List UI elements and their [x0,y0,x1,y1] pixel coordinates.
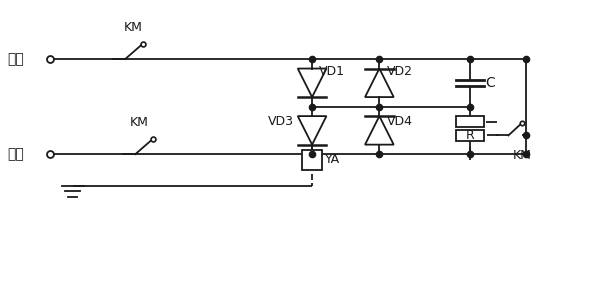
Text: KM: KM [124,21,143,34]
Text: VD1: VD1 [319,65,345,78]
Text: VD4: VD4 [386,115,413,128]
Bar [456,130,484,141]
Text: C: C [486,76,495,90]
Bar [456,116,484,127]
Text: R: R [466,115,475,128]
Text: R: R [466,129,475,142]
Bar [302,150,322,170]
Text: VD2: VD2 [386,65,413,78]
Text: 直流: 直流 [7,147,24,161]
Text: KM: KM [513,149,532,162]
Text: YA: YA [325,153,340,166]
Text: 交流: 交流 [7,52,24,66]
Text: KM: KM [130,116,149,129]
Text: VD3: VD3 [267,115,294,128]
